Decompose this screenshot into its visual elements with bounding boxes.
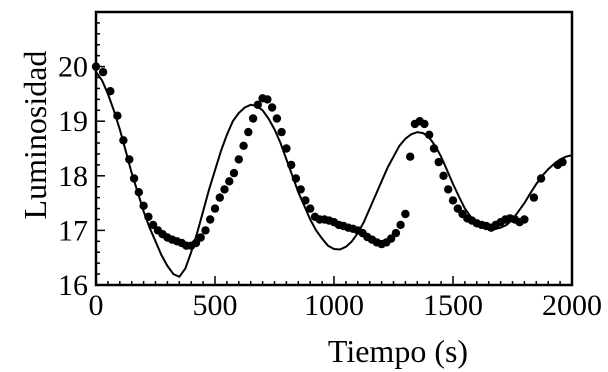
x-axis-tick-labels: 0 500 1000 1500 2000: [89, 289, 603, 322]
data-point: [244, 127, 253, 137]
data-point: [220, 185, 229, 194]
data-point: [113, 111, 122, 120]
data-point: [291, 174, 301, 183]
data-point: [277, 127, 286, 137]
scatter-points-series: [91, 62, 567, 250]
x-axis-title: Tiempo (s): [328, 333, 468, 369]
y-tick-label: 19: [58, 105, 88, 138]
data-point: [401, 209, 410, 219]
x-tick-label: 1500: [423, 289, 483, 322]
data-point: [196, 233, 205, 242]
data-point: [215, 193, 224, 202]
x-tick-label: 0: [89, 289, 104, 322]
y-tick-label: 18: [58, 160, 88, 193]
data-point: [91, 62, 101, 71]
data-point: [301, 196, 310, 205]
y-axis-ticks: [96, 11, 105, 286]
data-point: [429, 144, 439, 153]
data-point: [529, 193, 539, 202]
data-point: [420, 119, 429, 129]
y-tick-label: 17: [58, 214, 88, 247]
data-point: [448, 196, 458, 205]
data-point: [296, 185, 305, 194]
data-point: [425, 130, 434, 139]
data-point: [134, 188, 143, 197]
x-tick-label: 2000: [542, 289, 602, 322]
data-point: [263, 95, 272, 104]
x-tick-label: 500: [193, 289, 238, 322]
data-point: [98, 67, 108, 77]
x-axis-ticks: [95, 276, 573, 285]
data-point: [287, 160, 296, 170]
data-point: [201, 226, 210, 235]
data-point: [396, 220, 405, 230]
data-point: [282, 144, 291, 153]
y-tick-label: 20: [58, 51, 88, 84]
y-axis-title: Luminosidad: [17, 51, 53, 220]
data-point: [225, 177, 234, 186]
data-point: [106, 87, 115, 96]
data-point: [129, 174, 139, 183]
data-point: [253, 100, 262, 110]
data-point: [119, 136, 128, 145]
data-point: [520, 215, 529, 224]
data-point: [229, 168, 239, 178]
data-point: [439, 171, 448, 180]
data-point: [267, 103, 277, 112]
data-point: [558, 157, 567, 167]
data-point: [191, 238, 201, 248]
data-point: [386, 234, 396, 243]
data-point: [444, 185, 453, 194]
data-point: [536, 174, 546, 183]
data-point: [391, 228, 401, 238]
data-point: [406, 152, 415, 161]
y-axis-tick-labels: 16 17 18 19 20: [58, 51, 88, 302]
data-point: [148, 220, 158, 230]
data-point: [453, 204, 462, 213]
data-point: [210, 204, 220, 213]
data-point: [234, 155, 243, 164]
data-point: [306, 204, 315, 213]
fitted-curve-series: [95, 71, 573, 279]
data-point: [139, 201, 148, 210]
data-point: [272, 114, 282, 123]
data-point: [125, 155, 134, 164]
plot-frame: [94, 10, 574, 287]
fitted-curve-line: [95, 71, 573, 279]
x-tick-label: 1000: [304, 289, 364, 322]
data-point: [434, 157, 443, 167]
data-point: [239, 141, 248, 150]
y-tick-label: 16: [58, 269, 88, 302]
data-point: [144, 212, 153, 221]
data-point: [248, 114, 258, 123]
data-point: [206, 215, 215, 224]
